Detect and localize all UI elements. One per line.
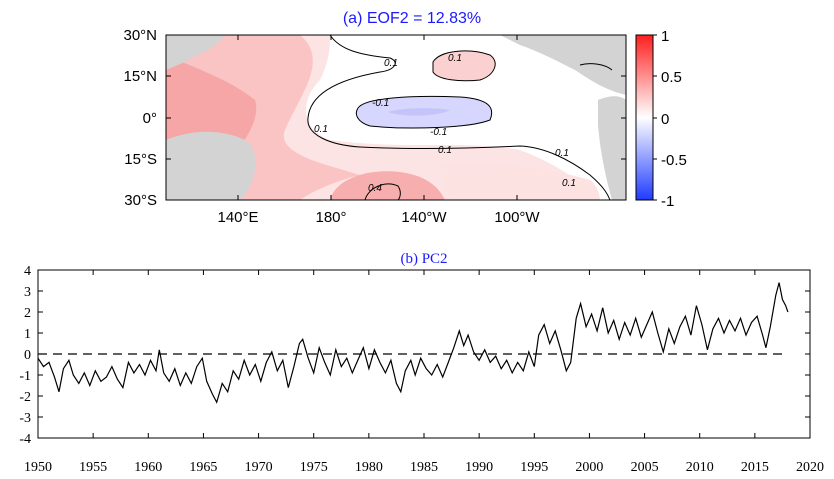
pc2-y-tick-label: 0: [24, 348, 31, 363]
pc2-y-tick-label: 3: [24, 285, 31, 300]
pc2-x-tick-label: 2010: [686, 460, 714, 475]
land-north-america: [500, 35, 626, 95]
pc2-x-tick-label: 2015: [741, 460, 769, 475]
colorbar-tick: 0: [661, 111, 669, 128]
pc2-y-tick-label: -1: [19, 369, 31, 384]
pc2-x-tick-label: 1980: [355, 460, 383, 475]
map-y-tick: 30°S: [124, 192, 157, 209]
contour-label: 0.1: [384, 58, 398, 69]
pc2-series-line: [37, 282, 789, 404]
pc2-labels: 1950 1955 1960 1965 1970 1975 1980 1985 1990 1995…: [19, 264, 824, 475]
map-tick-marks: [166, 35, 626, 200]
colorbar: 1 0.5 0 -0.5 -1: [635, 28, 687, 210]
map-y-tick: 30°N: [123, 27, 157, 44]
contour-neg0.1: [355, 95, 493, 129]
eof2-title: (a) EOF2 = 12.83%: [343, 10, 481, 27]
field-cool-core: [388, 108, 450, 116]
pc2-x-tick-label: 1995: [520, 460, 548, 475]
contour-label: 0.1: [438, 145, 452, 156]
map-y-tick: 15°S: [124, 151, 157, 168]
field-warm-southeast: [440, 163, 600, 200]
pc2-x-tick-label: 1950: [24, 460, 52, 475]
pc2-x-tick-label: 1990: [465, 460, 493, 475]
contour-label: 0.1: [555, 148, 569, 159]
contour-label: 0.1: [562, 178, 576, 189]
pc2-y-tick-label: 4: [24, 264, 31, 279]
field-warm-south: [330, 171, 445, 200]
pc2-x-tick-label: 2005: [631, 460, 659, 475]
field-warm-north: [433, 50, 496, 81]
pc2-x-tick-label: 1970: [245, 460, 273, 475]
pc2-x-tick-label: 1955: [79, 460, 107, 475]
pc2-ticks: [37, 269, 811, 439]
pc2-x-tick-label: 2020: [796, 460, 824, 475]
land-south-america: [598, 96, 626, 200]
contour-label: -0.1: [372, 98, 389, 109]
pc2-y-tick-label: 1: [24, 327, 31, 342]
pc2-x-tick-label: 1965: [189, 460, 217, 475]
contour-0.1-north: [432, 50, 496, 82]
pc2-x-tick-label: 1985: [410, 460, 438, 475]
pc2-y-tick-label: -2: [19, 390, 31, 405]
colorbar-tick: -1: [661, 193, 674, 210]
colorbar-gradient: [635, 34, 654, 201]
contour-label: 0.4: [368, 183, 382, 194]
eof2-map-panel: (a) EOF2 = 12.83%: [123, 10, 686, 226]
map-x-tick: 140°E: [217, 209, 258, 226]
map-x-tick: 100°W: [494, 209, 540, 226]
colorbar-tick: 0.5: [661, 69, 682, 86]
pc2-frame: [37, 269, 811, 439]
contour-label: -0.1: [430, 127, 447, 138]
contour-label: 0.1: [448, 53, 462, 64]
pc2-x-tick-label: 1960: [134, 460, 162, 475]
map-x-tick: 180°: [315, 209, 346, 226]
pc2-y-tick-label: -4: [19, 432, 31, 447]
map-x-tick: 140°W: [401, 209, 447, 226]
pc2-panel: (b) PC2 1950 1955 1960 1965 1970 1975 1980 1985…: [19, 251, 824, 475]
pc2-title: (b) PC2: [400, 251, 447, 267]
map-y-tick: 0°: [143, 110, 157, 127]
contour-0.1-northeast: [579, 63, 613, 71]
pc2-y-tick-label: 2: [24, 306, 31, 321]
map-y-tick: 15°N: [123, 68, 157, 85]
land-asia: [166, 35, 225, 70]
colorbar-tick: -0.5: [661, 152, 687, 169]
pc2-x-tick-label: 2000: [575, 460, 603, 475]
land-new-guinea: [205, 137, 252, 150]
eof2-field: [166, 35, 626, 200]
colorbar-tick: 1: [661, 28, 669, 45]
contour-label: 0.1: [314, 124, 328, 135]
contour-0.1-outer: [307, 35, 611, 200]
contour-0.4: [364, 183, 401, 200]
pc2-y-tick-label: -3: [19, 411, 31, 426]
pc2-x-tick-label: 1975: [300, 460, 328, 475]
